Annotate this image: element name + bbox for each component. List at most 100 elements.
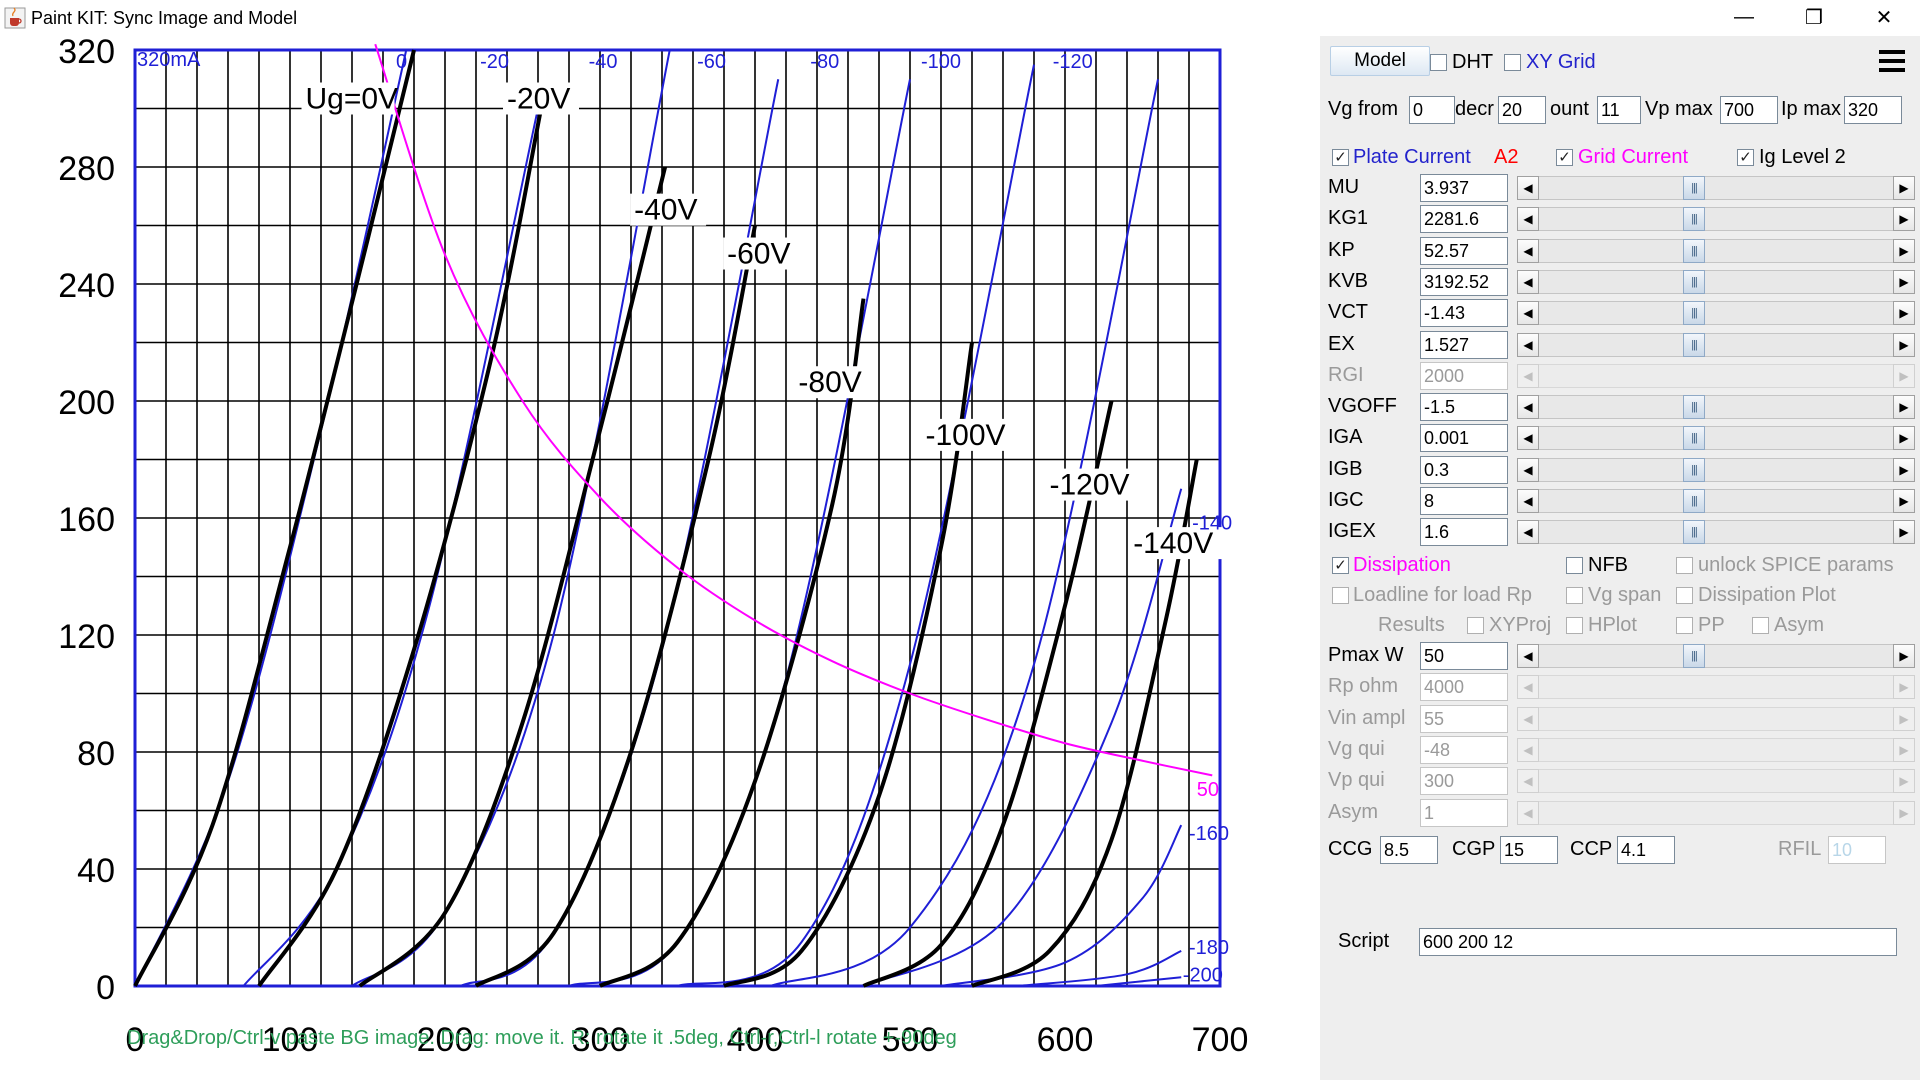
slider-track[interactable] (1539, 737, 1893, 762)
slider-track[interactable] (1539, 395, 1893, 420)
param-value-field[interactable]: 1.527 (1420, 330, 1508, 359)
slider-track[interactable] (1539, 301, 1893, 326)
param-slider[interactable]: ◀ ||| ▶ (1517, 299, 1915, 327)
slider-left-arrow-icon[interactable]: ◀ (1517, 207, 1539, 232)
dissipation-checkbox[interactable]: ✓ (1332, 557, 1349, 574)
param-slider[interactable]: ◀ ||| ▶ (1517, 174, 1915, 202)
cgp-field[interactable]: 15 (1500, 836, 1558, 864)
slider-track[interactable] (1539, 207, 1893, 232)
slider-right-arrow-icon[interactable]: ▶ (1893, 675, 1915, 700)
script-field[interactable]: 600 200 12 (1419, 928, 1897, 956)
slider-thumb[interactable]: ||| (1683, 457, 1705, 482)
ig-level-checkbox[interactable]: ✓ (1737, 149, 1754, 166)
load-param-value-field[interactable]: -48 (1420, 735, 1508, 764)
slider-right-arrow-icon[interactable]: ▶ (1893, 706, 1915, 731)
slider-thumb[interactable]: ||| (1683, 176, 1705, 200)
slider-left-arrow-icon[interactable]: ◀ (1517, 269, 1539, 294)
slider-left-arrow-icon[interactable]: ◀ (1517, 737, 1539, 762)
plate-curves-chart[interactable]: 0 100 200 300 400 500 600 700040801201602002402… (0, 36, 1320, 1080)
vg-span-checkbox[interactable] (1566, 587, 1583, 604)
slider-track[interactable] (1539, 520, 1893, 545)
slider-right-arrow-icon[interactable]: ▶ (1893, 176, 1915, 200)
param-value-field[interactable]: 52.57 (1420, 236, 1508, 265)
param-value-field[interactable]: 0.3 (1420, 455, 1508, 484)
plate-current-checkbox[interactable]: ✓ (1332, 149, 1349, 166)
ip-max-field[interactable]: 320 (1844, 96, 1902, 124)
rfil-field[interactable]: 10 (1828, 836, 1886, 864)
param-slider[interactable]: ◀ ||| ▶ (1517, 331, 1915, 359)
slider-right-arrow-icon[interactable]: ▶ (1893, 301, 1915, 326)
load-param-value-field[interactable]: 55 (1420, 704, 1508, 733)
slider-thumb[interactable]: ||| (1683, 426, 1705, 451)
slider-thumb[interactable]: ||| (1683, 301, 1705, 326)
slider-track[interactable] (1539, 489, 1893, 513)
load-param-value-field[interactable]: 50 (1420, 642, 1508, 670)
slider-track[interactable] (1539, 269, 1893, 294)
param-slider[interactable]: ◀ ▶ (1517, 362, 1915, 390)
menu-icon[interactable] (1872, 44, 1912, 78)
xy-grid-checkbox[interactable] (1504, 54, 1521, 71)
param-slider[interactable]: ◀ ||| ▶ (1517, 393, 1915, 421)
unlock-spice-checkbox[interactable] (1676, 557, 1693, 574)
param-value-field[interactable]: 1.6 (1420, 518, 1508, 547)
slider-left-arrow-icon[interactable]: ◀ (1517, 238, 1539, 263)
param-value-field[interactable]: -1.43 (1420, 299, 1508, 328)
slider-thumb[interactable]: ||| (1683, 520, 1705, 545)
slider-track[interactable] (1539, 176, 1893, 200)
asym-checkbox[interactable] (1752, 617, 1769, 634)
load-param-value-field[interactable]: 4000 (1420, 673, 1508, 702)
slider-left-arrow-icon[interactable]: ◀ (1517, 644, 1539, 668)
slider-right-arrow-icon[interactable]: ▶ (1893, 426, 1915, 451)
load-param-value-field[interactable]: 1 (1420, 798, 1508, 827)
slider-left-arrow-icon[interactable]: ◀ (1517, 706, 1539, 731)
slider-right-arrow-icon[interactable]: ▶ (1893, 238, 1915, 263)
pp-checkbox[interactable] (1676, 617, 1693, 634)
param-value-field[interactable]: -1.5 (1420, 393, 1508, 422)
slider-right-arrow-icon[interactable]: ▶ (1893, 332, 1915, 357)
slider-track[interactable] (1539, 332, 1893, 357)
slider-track[interactable] (1539, 238, 1893, 263)
slider-left-arrow-icon[interactable]: ◀ (1517, 769, 1539, 794)
load-param-slider[interactable]: ◀ ▶ (1517, 736, 1915, 764)
param-slider[interactable]: ◀ ||| ▶ (1517, 424, 1915, 452)
grid-current-checkbox[interactable]: ✓ (1556, 149, 1573, 166)
slider-thumb[interactable]: ||| (1683, 207, 1705, 232)
param-value-field[interactable]: 0.001 (1420, 424, 1508, 453)
param-slider[interactable]: ◀ ||| ▶ (1517, 268, 1915, 296)
load-param-slider[interactable]: ◀ ▶ (1517, 799, 1915, 827)
slider-track[interactable] (1539, 426, 1893, 451)
slider-left-arrow-icon[interactable]: ◀ (1517, 520, 1539, 545)
slider-track[interactable] (1539, 675, 1893, 700)
slider-thumb[interactable]: ||| (1683, 395, 1705, 420)
plot-area[interactable]: 0 100 200 300 400 500 600 700 0 40 80 120 160 200 240 2… (0, 36, 1320, 1080)
slider-right-arrow-icon[interactable]: ▶ (1893, 269, 1915, 294)
restore-button[interactable]: ❐ (1805, 6, 1823, 29)
slider-right-arrow-icon[interactable]: ▶ (1893, 457, 1915, 482)
param-value-field[interactable]: 2000 (1420, 361, 1508, 390)
param-slider[interactable]: ◀ ||| ▶ (1517, 456, 1915, 484)
dht-checkbox[interactable] (1430, 54, 1447, 71)
count-field[interactable]: 11 (1597, 96, 1641, 124)
hplot-checkbox[interactable] (1566, 617, 1583, 634)
slider-right-arrow-icon[interactable]: ▶ (1893, 800, 1915, 825)
minimize-button[interactable]: — (1734, 5, 1754, 28)
param-slider[interactable]: ◀ ||| ▶ (1517, 237, 1915, 265)
slider-track[interactable] (1539, 769, 1893, 794)
load-param-slider[interactable]: ◀ ▶ (1517, 673, 1915, 701)
ccp-field[interactable]: 4.1 (1617, 836, 1675, 864)
slider-left-arrow-icon[interactable]: ◀ (1517, 457, 1539, 482)
slider-left-arrow-icon[interactable]: ◀ (1517, 489, 1539, 513)
slider-track[interactable] (1539, 706, 1893, 731)
slider-left-arrow-icon[interactable]: ◀ (1517, 675, 1539, 700)
slider-track[interactable] (1539, 457, 1893, 482)
xyproj-checkbox[interactable] (1467, 617, 1484, 634)
slider-left-arrow-icon[interactable]: ◀ (1517, 395, 1539, 420)
slider-left-arrow-icon[interactable]: ◀ (1517, 426, 1539, 451)
slider-right-arrow-icon[interactable]: ▶ (1893, 207, 1915, 232)
load-param-slider[interactable]: ◀ ||| ▶ (1517, 642, 1915, 670)
load-param-value-field[interactable]: 300 (1420, 767, 1508, 796)
slider-thumb[interactable]: ||| (1683, 238, 1705, 263)
param-slider[interactable]: ◀ ||| ▶ (1517, 205, 1915, 233)
slider-left-arrow-icon[interactable]: ◀ (1517, 301, 1539, 326)
slider-left-arrow-icon[interactable]: ◀ (1517, 176, 1539, 200)
